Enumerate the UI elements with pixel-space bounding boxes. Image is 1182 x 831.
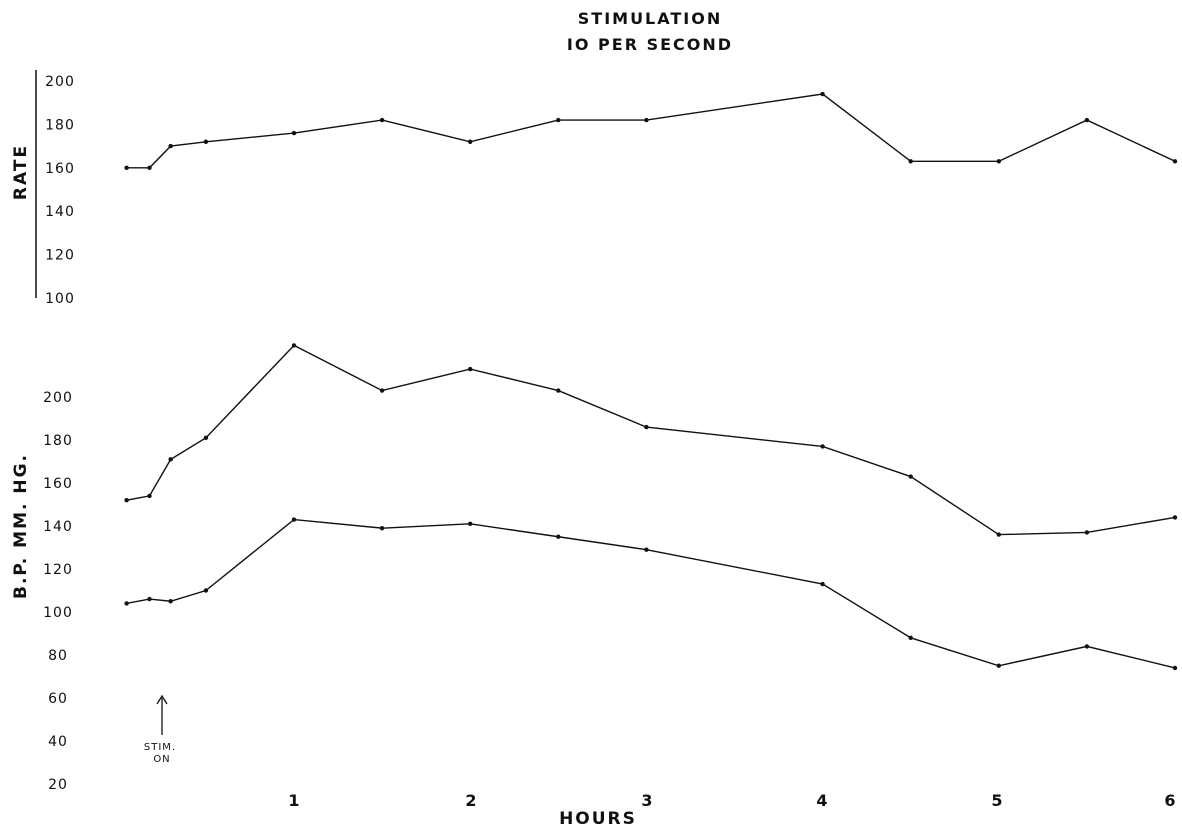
rate-series-point bbox=[124, 165, 129, 170]
bp-diastolic-series-point bbox=[644, 547, 649, 552]
rate-series-point bbox=[147, 165, 152, 170]
bp-y-tick-label: 60 bbox=[48, 691, 68, 707]
bp-y-tick-label: 200 bbox=[43, 390, 73, 406]
rate-series-point bbox=[379, 117, 385, 123]
bp-diastolic-series-point bbox=[147, 596, 152, 602]
x-axis-label: HOURS bbox=[559, 809, 637, 829]
rate-series-point bbox=[996, 159, 1001, 164]
bp-axis-label: B.P. MM. HG. bbox=[11, 453, 31, 599]
x-tick-label: 4 bbox=[816, 791, 827, 810]
rate-y-tick-label: 100 bbox=[45, 291, 75, 307]
bp-y-tick-label: 100 bbox=[43, 605, 73, 621]
bp-y-tick-label: 80 bbox=[48, 648, 68, 664]
rate-y-tick-label: 120 bbox=[45, 248, 75, 264]
rate-series-point bbox=[168, 143, 173, 149]
rate-series-point bbox=[820, 91, 825, 97]
bp-systolic-series-point bbox=[291, 343, 297, 348]
rate-series-point bbox=[1084, 117, 1090, 123]
x-tick-label: 3 bbox=[641, 791, 652, 810]
rate-y-tick-label: 200 bbox=[45, 74, 75, 90]
bp-diastolic-series-point bbox=[203, 588, 209, 593]
bp-y-tick-label: 120 bbox=[43, 562, 73, 578]
bp-diastolic-series-point bbox=[468, 521, 473, 527]
stim-label-line1: STIM. bbox=[144, 742, 176, 753]
bp-diastolic-series-point bbox=[820, 581, 825, 587]
rate-series-line bbox=[126, 93, 1176, 169]
x-ticks: 1 2 3 4 5 6 bbox=[288, 791, 1175, 810]
chart-title-line1: STIMULATION bbox=[578, 9, 723, 28]
rate-axis-label: RATE bbox=[11, 144, 31, 200]
bp-diastolic-series-point bbox=[168, 599, 173, 604]
bp-diastolic-series-line bbox=[126, 518, 1176, 669]
bp-diastolic-series-point bbox=[908, 635, 913, 640]
stim-label-line2: ON bbox=[153, 754, 170, 765]
bp-diastolic-series-point bbox=[556, 534, 561, 539]
bp-systolic-series-point bbox=[147, 493, 152, 499]
bp-y-ticks: 20 40 60 80 100 120 140 160 180 200 bbox=[43, 390, 73, 793]
stim-on-annotation: STIM. ON bbox=[144, 694, 176, 765]
bp-systolic-series-point bbox=[996, 532, 1001, 537]
rate-series-point bbox=[203, 139, 209, 144]
rate-series-point bbox=[468, 139, 473, 144]
bp-y-tick-label: 140 bbox=[43, 519, 73, 535]
rate-series-point bbox=[1172, 159, 1178, 164]
rate-series-point bbox=[644, 117, 649, 123]
bp-systolic-series-point bbox=[468, 366, 473, 372]
bp-y-tick-label: 20 bbox=[48, 777, 68, 793]
x-tick-label: 6 bbox=[1164, 791, 1175, 810]
bp-systolic-series-point bbox=[1172, 515, 1178, 520]
bp-diastolic-series-point bbox=[996, 663, 1001, 668]
rate-y-ticks: 100 120 140 160 180 200 bbox=[45, 74, 75, 307]
bp-systolic-series-point bbox=[820, 444, 825, 449]
bp-systolic-series-point bbox=[1084, 530, 1090, 535]
bp-systolic-series-point bbox=[203, 435, 209, 441]
chart-title-line2: IO PER SECOND bbox=[567, 35, 733, 54]
bp-diastolic-series-point bbox=[379, 525, 385, 531]
x-tick-label: 1 bbox=[288, 791, 299, 810]
bp-systolic-series-point bbox=[556, 388, 561, 393]
bp-systolic-series-point bbox=[168, 457, 173, 462]
bp-systolic-series-point bbox=[379, 388, 385, 393]
bp-y-tick-label: 180 bbox=[43, 433, 73, 449]
rate-y-tick-label: 180 bbox=[45, 117, 75, 133]
rate-y-tick-label: 160 bbox=[45, 161, 75, 177]
bp-diastolic-series-point bbox=[1172, 665, 1178, 671]
bp-systolic-series-point bbox=[124, 498, 129, 503]
rate-series-point bbox=[556, 117, 561, 123]
bp-y-tick-label: 40 bbox=[48, 734, 68, 750]
x-tick-label: 5 bbox=[991, 791, 1002, 810]
bp-systolic-series-line bbox=[126, 344, 1176, 536]
rate-y-tick-label: 140 bbox=[45, 204, 75, 220]
rate-series-point bbox=[291, 130, 297, 136]
x-tick-label: 2 bbox=[465, 791, 476, 810]
stim-arrow-head bbox=[156, 694, 168, 705]
rate-series-point bbox=[908, 159, 913, 164]
bp-y-tick-label: 160 bbox=[43, 476, 73, 492]
bp-diastolic-series-point bbox=[124, 601, 129, 606]
series-layer bbox=[124, 91, 1178, 671]
bp-systolic-series-point bbox=[644, 424, 649, 430]
bp-diastolic-series-point bbox=[1084, 644, 1090, 649]
bp-diastolic-series-point bbox=[291, 517, 297, 522]
bp-systolic-series-point bbox=[908, 474, 913, 479]
